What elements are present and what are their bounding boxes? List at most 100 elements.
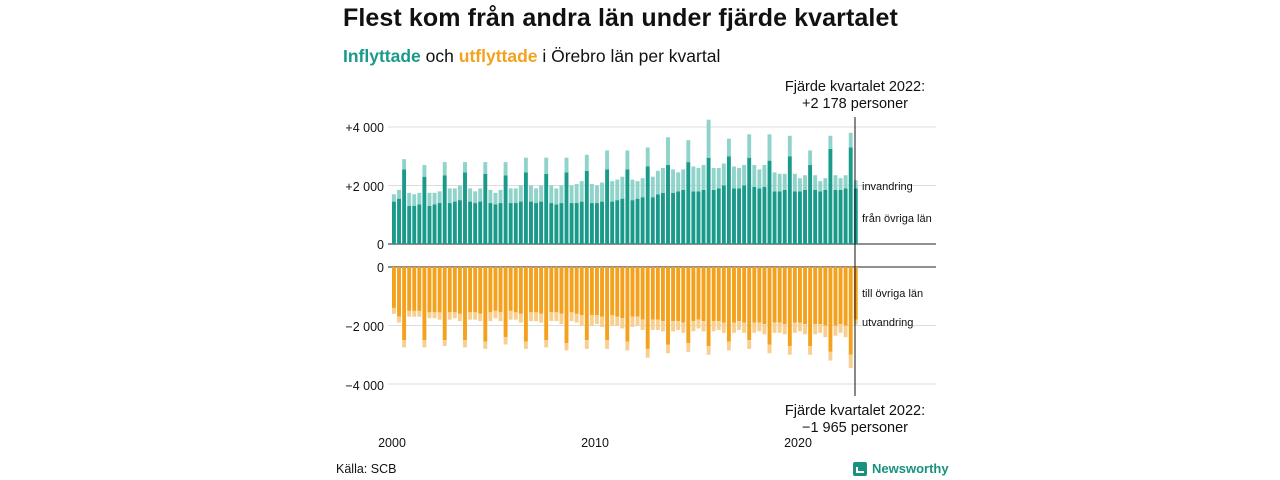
bar-in-immigration-61 [701, 165, 706, 190]
bar-in-immigration-47 [630, 179, 635, 201]
bar-out-domestic-14 [463, 267, 467, 341]
bar-in-domestic-16 [473, 203, 478, 244]
bar-in-immigration-16 [473, 191, 478, 204]
bar-in-domestic-88 [838, 189, 843, 244]
bar-out-emigration-10 [442, 340, 447, 346]
bar-out-domestic-3 [407, 267, 412, 311]
bar-out-emigration-52 [655, 319, 660, 330]
bar-out-emigration-16 [473, 312, 478, 320]
bar-in-domestic-76 [777, 191, 782, 244]
bar-out-domestic-8 [432, 267, 437, 313]
subtitle-rest: i Örebro län per kvartal [537, 46, 721, 66]
bar-in-immigration-57 [681, 169, 686, 190]
bar-in-immigration-38 [584, 154, 589, 171]
bar-in-immigration-76 [777, 173, 782, 192]
bar-in-immigration-83 [813, 175, 818, 190]
bar-out-emigration-70 [747, 340, 752, 349]
bar-in-immigration-86 [828, 135, 833, 149]
bar-out-emigration-2 [402, 340, 407, 348]
bar-out-domestic-4 [412, 267, 417, 311]
bar-out-domestic-56 [676, 267, 681, 322]
bar-out-emigration-13 [457, 313, 462, 322]
bar-in-domestic-67 [732, 188, 736, 245]
bar-in-domestic-66 [726, 156, 731, 244]
bar-out-domestic-53 [660, 267, 665, 322]
bar-out-domestic-28 [534, 267, 538, 313]
bar-out-domestic-2 [402, 267, 407, 341]
bar-out-emigration-17 [478, 313, 483, 322]
bar-in-domestic-31 [549, 203, 554, 244]
axis-labels: +4 000 +2 000 0 0 −2 000 −4 000 2000 201… [345, 79, 931, 450]
bar-in-domestic-40 [595, 203, 599, 244]
bar-in-domestic-79 [792, 191, 797, 244]
bar-out-domestic-25 [518, 267, 523, 314]
bar-out-emigration-21 [498, 312, 503, 322]
bar-out-domestic-71 [752, 267, 757, 323]
bar-in-domestic-87 [833, 189, 838, 244]
bar-in-immigration-67 [732, 166, 736, 189]
bar-out-domestic-42 [605, 267, 610, 341]
bar-out-domestic-0 [392, 267, 396, 308]
annotation-bottom-line1: Fjärde kvartalet 2022: [785, 403, 925, 419]
bar-in-domestic-28 [534, 203, 538, 244]
bar-out-domestic-68 [737, 267, 741, 322]
bar-in-immigration-29 [539, 185, 544, 202]
bar-in-domestic-55 [671, 192, 676, 244]
bar-out-domestic-89 [843, 267, 848, 326]
bar-in-immigration-60 [696, 167, 701, 192]
bar-in-immigration-91 [853, 180, 858, 189]
bar-out-domestic-16 [473, 267, 478, 313]
bar-out-domestic-38 [584, 267, 589, 341]
y-tick-out-4000: −4 000 [345, 379, 384, 393]
bar-out-domestic-24 [513, 267, 518, 313]
bar-in-immigration-50 [645, 147, 650, 167]
bar-out-emigration-73 [762, 324, 767, 335]
bar-in-immigration-75 [772, 172, 777, 192]
bar-out-emigration-42 [605, 340, 610, 349]
bar-in-immigration-52 [655, 170, 660, 195]
bar-in-immigration-28 [534, 188, 538, 204]
bar-in-immigration-69 [742, 165, 747, 186]
bar-in-domestic-56 [676, 191, 681, 244]
bar-in-domestic-72 [757, 188, 762, 245]
bar-in-immigration-58 [686, 140, 691, 163]
bar-in-domestic-30 [544, 173, 549, 244]
bar-in-immigration-40 [595, 185, 599, 204]
bar-in-immigration-78 [787, 135, 792, 157]
bar-out-emigration-69 [742, 322, 747, 333]
bar-in-domestic-85 [823, 189, 828, 244]
bar-out-emigration-32 [554, 312, 559, 322]
bar-out-domestic-60 [696, 267, 701, 320]
bar-in-immigration-65 [721, 163, 726, 186]
bar-in-domestic-4 [412, 205, 417, 244]
bar-out-emigration-33 [559, 313, 564, 325]
bar-out-domestic-91 [853, 267, 858, 320]
bar-out-domestic-33 [559, 267, 564, 314]
bar-in-immigration-85 [823, 178, 828, 190]
bar-in-immigration-51 [650, 176, 655, 198]
bar-in-immigration-13 [457, 185, 462, 201]
bar-in-domestic-78 [787, 156, 792, 244]
bar-out-emigration-64 [716, 321, 721, 330]
bar-in-immigration-3 [407, 192, 412, 206]
bar-in-domestic-80 [798, 191, 802, 244]
bar-out-emigration-22 [503, 337, 508, 345]
bar-out-domestic-82 [808, 267, 813, 346]
bar-in-immigration-71 [752, 165, 757, 187]
bar-out-emigration-41 [600, 316, 604, 327]
bar-in-immigration-56 [676, 172, 681, 192]
bar-out-emigration-48 [635, 316, 640, 326]
bar-out-emigration-18 [483, 341, 488, 349]
bar-out-emigration-25 [518, 313, 523, 323]
bar-out-emigration-53 [660, 321, 665, 332]
bar-out-domestic-18 [483, 267, 488, 342]
bar-out-domestic-62 [706, 267, 711, 346]
bar-out-emigration-60 [696, 319, 701, 329]
bar-out-emigration-11 [447, 312, 452, 320]
bar-in-immigration-30 [544, 157, 549, 174]
bar-out-domestic-17 [478, 267, 483, 314]
bar-in-domestic-48 [635, 198, 640, 244]
bar-out-domestic-63 [711, 267, 716, 322]
bar-in-immigration-80 [798, 178, 802, 192]
bar-out-emigration-37 [579, 315, 584, 326]
